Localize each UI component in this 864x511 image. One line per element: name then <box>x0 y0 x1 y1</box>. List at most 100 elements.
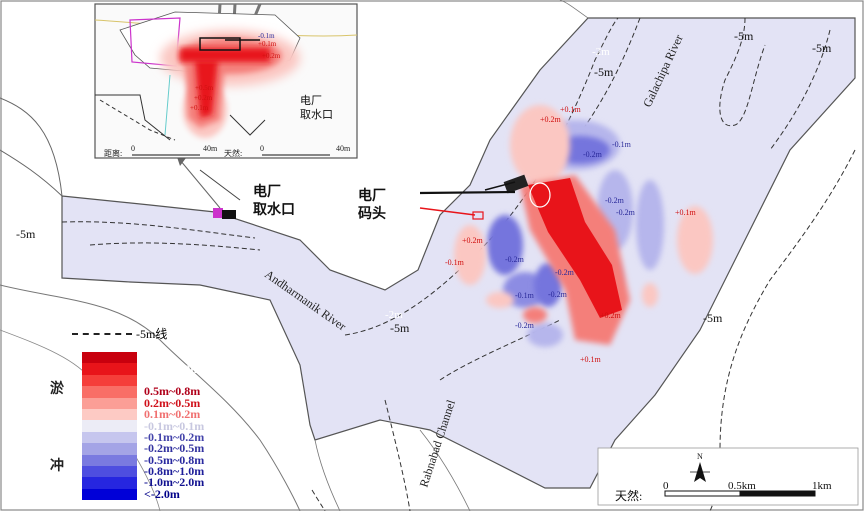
legend-swatch <box>82 488 137 501</box>
inset-pointer-line <box>179 159 221 209</box>
label-power-plant-intake: 电厂 取水口 <box>253 183 295 218</box>
svg-text:码头: 码头 <box>358 205 386 222</box>
value-label: -0.2m <box>616 208 636 217</box>
legend-item: 0.8m~1.0m <box>82 374 204 387</box>
svg-text:N: N <box>697 452 703 461</box>
depth-label-ne1: -5m <box>594 65 614 79</box>
legend-label: 0.5m~0.8m <box>144 384 201 399</box>
value-label: +0.1m <box>580 355 602 364</box>
legend-swatch <box>82 420 137 432</box>
contour-lines <box>61 17 856 511</box>
legend-label: -0.5m~0.8m <box>144 452 205 467</box>
scale-one: 1km <box>812 480 832 492</box>
depth-label-west: -5m <box>16 227 36 241</box>
contour-dash <box>72 332 132 335</box>
legend-deposit-label: 淤 <box>50 382 64 397</box>
value-label: -0.2m <box>555 268 575 277</box>
legend-item: -0.2m~0.5m <box>82 441 205 456</box>
shoreline-channel-east <box>419 429 471 511</box>
legend-swatch <box>82 408 137 421</box>
legend-item: -0.5m~0.8m <box>82 452 205 467</box>
legend-item: <-2.0m <box>82 488 204 501</box>
contour-legend: -5m线 <box>72 325 167 342</box>
value-label: -0.1m <box>612 140 632 149</box>
legend-swatch <box>82 397 137 409</box>
depth-label-ne3: -5m <box>812 41 832 55</box>
inset-scale-right-40: 40m <box>336 144 351 153</box>
intake-marker <box>199 169 241 219</box>
inset-scale-left-0: 0 <box>131 144 135 153</box>
depth-label-2m-south: -2m <box>385 309 403 321</box>
inset-scale-left-40: 40m <box>203 144 218 153</box>
svg-text:电厂: 电厂 <box>358 187 386 204</box>
legend-item: 0.1m~0.2m <box>82 407 204 422</box>
north-arrow-icon: N <box>690 452 710 482</box>
label-power-plant-wharf: 电厂 码头 <box>358 187 386 222</box>
value-label: +0.1m <box>675 208 697 217</box>
legend-swatch <box>82 431 137 444</box>
legend-item: 0.5m~0.8m <box>82 384 204 399</box>
shoreline-channel-west <box>314 439 341 511</box>
shoreline-ne-bank <box>559 0 589 19</box>
legend-label: -0.8m~1.0m <box>144 464 205 479</box>
svg-text:取水口: 取水口 <box>253 201 295 218</box>
inset-value-label: +0.2m <box>194 94 213 102</box>
svg-text:电厂: 电厂 <box>300 94 322 107</box>
erosion-patches <box>487 120 664 347</box>
legend-label: 0.1m~0.2m <box>144 407 201 422</box>
value-label: -0.2m <box>515 321 535 330</box>
legend-label: 0.2m~0.5m <box>144 395 201 410</box>
inset-value-label: -0.1m <box>258 32 275 40</box>
legend-swatch <box>82 443 137 455</box>
inset-value-label: +0.1m <box>190 104 209 112</box>
legend-swatch <box>82 465 137 478</box>
value-label: -0.2m <box>548 290 568 299</box>
legend-swatch <box>82 352 137 364</box>
depth-label-2m: -2m <box>592 46 610 58</box>
svg-text:电厂: 电厂 <box>253 183 281 200</box>
svg-text:取水口: 取水口 <box>300 108 333 121</box>
value-label: +0.2m <box>600 311 622 320</box>
inset-value-label: +0.2m <box>262 52 281 60</box>
legend-swatch <box>82 386 137 398</box>
legend-swatch <box>82 374 137 387</box>
inset-place-label: 电厂 取水口 <box>300 94 333 121</box>
legend-label: -0.1m~0.1m <box>144 418 205 433</box>
scale-label: 天然: <box>615 488 642 503</box>
contour-legend-label: -5m线 <box>136 327 168 341</box>
legend-erosion-label: 冲 <box>50 459 64 474</box>
inset-map: 距离: 0 40m 天然: 0 40m -0.1m +0.1m +0.2m +0… <box>94 3 358 159</box>
shoreline-north <box>0 97 63 197</box>
value-label: -0.2m <box>605 196 625 205</box>
depth-label-east: -5m <box>703 311 723 325</box>
legend-item: >2.0m <box>82 351 204 364</box>
depth-label-ne2: -5m <box>734 29 754 43</box>
inset-value-label: +0.5m <box>195 84 214 92</box>
legend-item: 1.0m~2.0m <box>82 361 204 376</box>
legend-label: 1.0m~2.0m <box>144 361 201 376</box>
legend-label: -1.0m~2.0m <box>144 475 205 490</box>
legend-item: 0.2m~0.5m <box>82 395 204 410</box>
legend-item: -0.1m~0.1m <box>82 418 205 433</box>
scale-bar: 天然: 0 0.5km 1km N <box>597 447 859 506</box>
legend-swatch <box>82 477 137 489</box>
legend-label: -0.1m~0.2m <box>144 429 205 444</box>
legend-item: -0.1m~0.2m <box>82 429 205 444</box>
shoreline-west <box>0 149 63 197</box>
legend-item: -0.8m~1.0m <box>82 464 205 479</box>
value-label: -0.1m <box>445 258 465 267</box>
legend-label: -0.2m~0.5m <box>144 441 205 456</box>
inset-scale-right-0: 0 <box>260 144 264 153</box>
inset-scale-left-label: 距离: <box>104 148 122 158</box>
shoreline-south-bank <box>0 284 301 511</box>
color-legend: >2.0m 1.0m~2.0m 0.8m~1.0m 0.5m~0.8m 0.2m~0.5… <box>82 351 205 501</box>
value-label: +0.2m <box>540 115 562 124</box>
legend-item: -1.0m~2.0m <box>82 475 205 490</box>
value-label: -0.1m <box>515 291 535 300</box>
value-label: +0.2m <box>462 236 484 245</box>
legend-swatch <box>82 363 137 375</box>
value-label: +0.1m <box>560 105 582 114</box>
deposition-patches <box>454 105 713 345</box>
